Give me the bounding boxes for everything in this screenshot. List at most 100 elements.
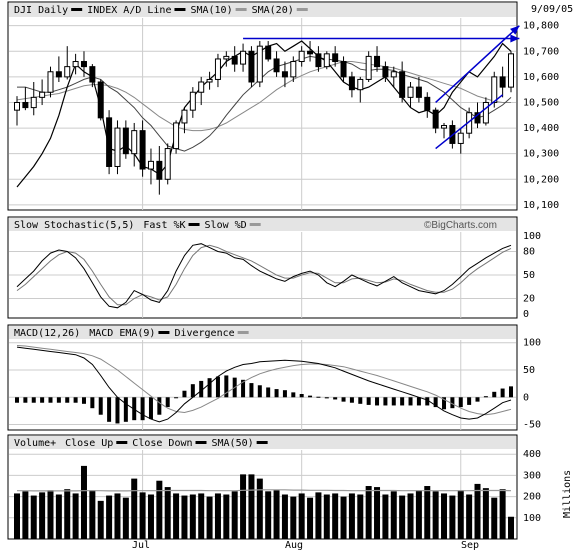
divergence-bar [190, 384, 195, 398]
divergence-bar [458, 397, 463, 408]
panel-legends: DJI Daily INDEX A/D Line SMA(10) SMA(20) Slo… [14, 5, 308, 449]
date-label: 9/09/05 [531, 4, 573, 15]
legend-label: DJI Daily [14, 5, 68, 16]
divergence-bar [483, 396, 488, 398]
volume-plot [14, 465, 514, 539]
volume-bar [72, 493, 79, 539]
candle-body [64, 66, 71, 78]
candle-body [248, 50, 255, 83]
divergence-bar [174, 397, 179, 399]
candle-body [131, 130, 138, 155]
candle-body [214, 58, 221, 80]
divergence-bar [366, 397, 371, 405]
stoch-tick-label: 80 [523, 247, 535, 258]
volume-bar [466, 494, 473, 539]
volume-bar [256, 478, 263, 539]
volume-bar [441, 493, 448, 539]
price-tick-label: 10,800 [523, 21, 559, 32]
divergence-bar [199, 380, 204, 398]
volume-bar [214, 493, 221, 539]
volume-bar [374, 487, 381, 539]
candle-body [307, 50, 314, 55]
divergence-bar [241, 379, 246, 398]
divergence-bar [349, 397, 354, 403]
volume-bar [315, 492, 322, 539]
candle-body [491, 76, 498, 103]
volume-bar [223, 494, 230, 539]
volume-bar [198, 493, 205, 539]
stoch-tick-label: 0 [523, 309, 529, 320]
legend-swatch [195, 441, 207, 444]
stoch-tick-label: 20 [523, 293, 535, 304]
volume-bar [407, 493, 414, 539]
volume-bar [357, 494, 364, 539]
divergence-bar [115, 397, 120, 424]
volume-bar [156, 480, 163, 539]
divergence-bar [73, 397, 78, 403]
volume-bar [147, 494, 154, 539]
divergence-bar [333, 397, 338, 400]
axis-labels: 10,800 10,700 10,600 10,500 10,400 10,300 10,2… [523, 21, 559, 524]
month-label-jul: Jul [132, 540, 150, 551]
candle-body [97, 81, 104, 119]
macd-plot [15, 345, 513, 424]
candle-body [441, 125, 448, 129]
macd-tick-label: 0 [523, 392, 529, 403]
divergence-bar [391, 397, 396, 406]
divergence-bar [299, 394, 304, 398]
divergence-bar [383, 397, 388, 406]
volume-bar [474, 483, 481, 539]
legend-swatch [249, 223, 261, 226]
divergence-bar [224, 375, 229, 398]
divergence-bar [324, 397, 329, 399]
divergence-bar [274, 389, 279, 398]
divergence-bar [500, 388, 505, 398]
divergence-bar [400, 397, 405, 406]
price-tick-label: 10,600 [523, 72, 559, 83]
volume-bar [457, 490, 464, 539]
candle-body [198, 81, 205, 93]
volume-bar [340, 496, 347, 539]
volume-bar [64, 489, 71, 539]
volume-bar [482, 488, 489, 539]
divergence-bar [123, 397, 128, 422]
divergence-bar [450, 397, 455, 409]
volume-bar [55, 494, 62, 539]
divergence-bar [215, 376, 220, 398]
divergence-bar [148, 397, 153, 420]
divergence-bar [308, 395, 313, 398]
macd-tick-label: 50 [523, 365, 535, 376]
candle-body [147, 160, 154, 170]
volume-bar [114, 493, 121, 539]
channel-bottom-line [435, 94, 504, 150]
candle-body [47, 71, 54, 93]
volume-bar [181, 495, 188, 539]
stoch-tick-label: 100 [523, 231, 541, 242]
divergence-bar [433, 397, 438, 408]
candle-body [206, 78, 213, 83]
volume-bar [424, 486, 431, 539]
volume-bar [290, 496, 297, 539]
divergence-bar [48, 397, 53, 403]
price-tick-label: 10,700 [523, 46, 559, 57]
legend-swatch [256, 441, 268, 444]
divergence-bar [408, 397, 413, 406]
divergence-bar [316, 396, 321, 398]
divergence-bar [492, 391, 497, 398]
legend-label: Volume+ [14, 438, 56, 449]
candle-body [114, 127, 121, 167]
candle-body [189, 91, 196, 111]
volume-bar [390, 491, 397, 539]
candle-body [231, 55, 238, 65]
price-tick-label: 10,300 [523, 149, 559, 160]
divergence-bar [425, 397, 430, 406]
legend-label: Close Up [65, 438, 113, 449]
divergence-bar [442, 397, 447, 410]
volume-bar [265, 491, 272, 539]
divergence-bar [416, 397, 421, 406]
divergence-bar [140, 397, 145, 421]
divergence-bar [182, 390, 187, 398]
divergence-bar [15, 397, 19, 403]
